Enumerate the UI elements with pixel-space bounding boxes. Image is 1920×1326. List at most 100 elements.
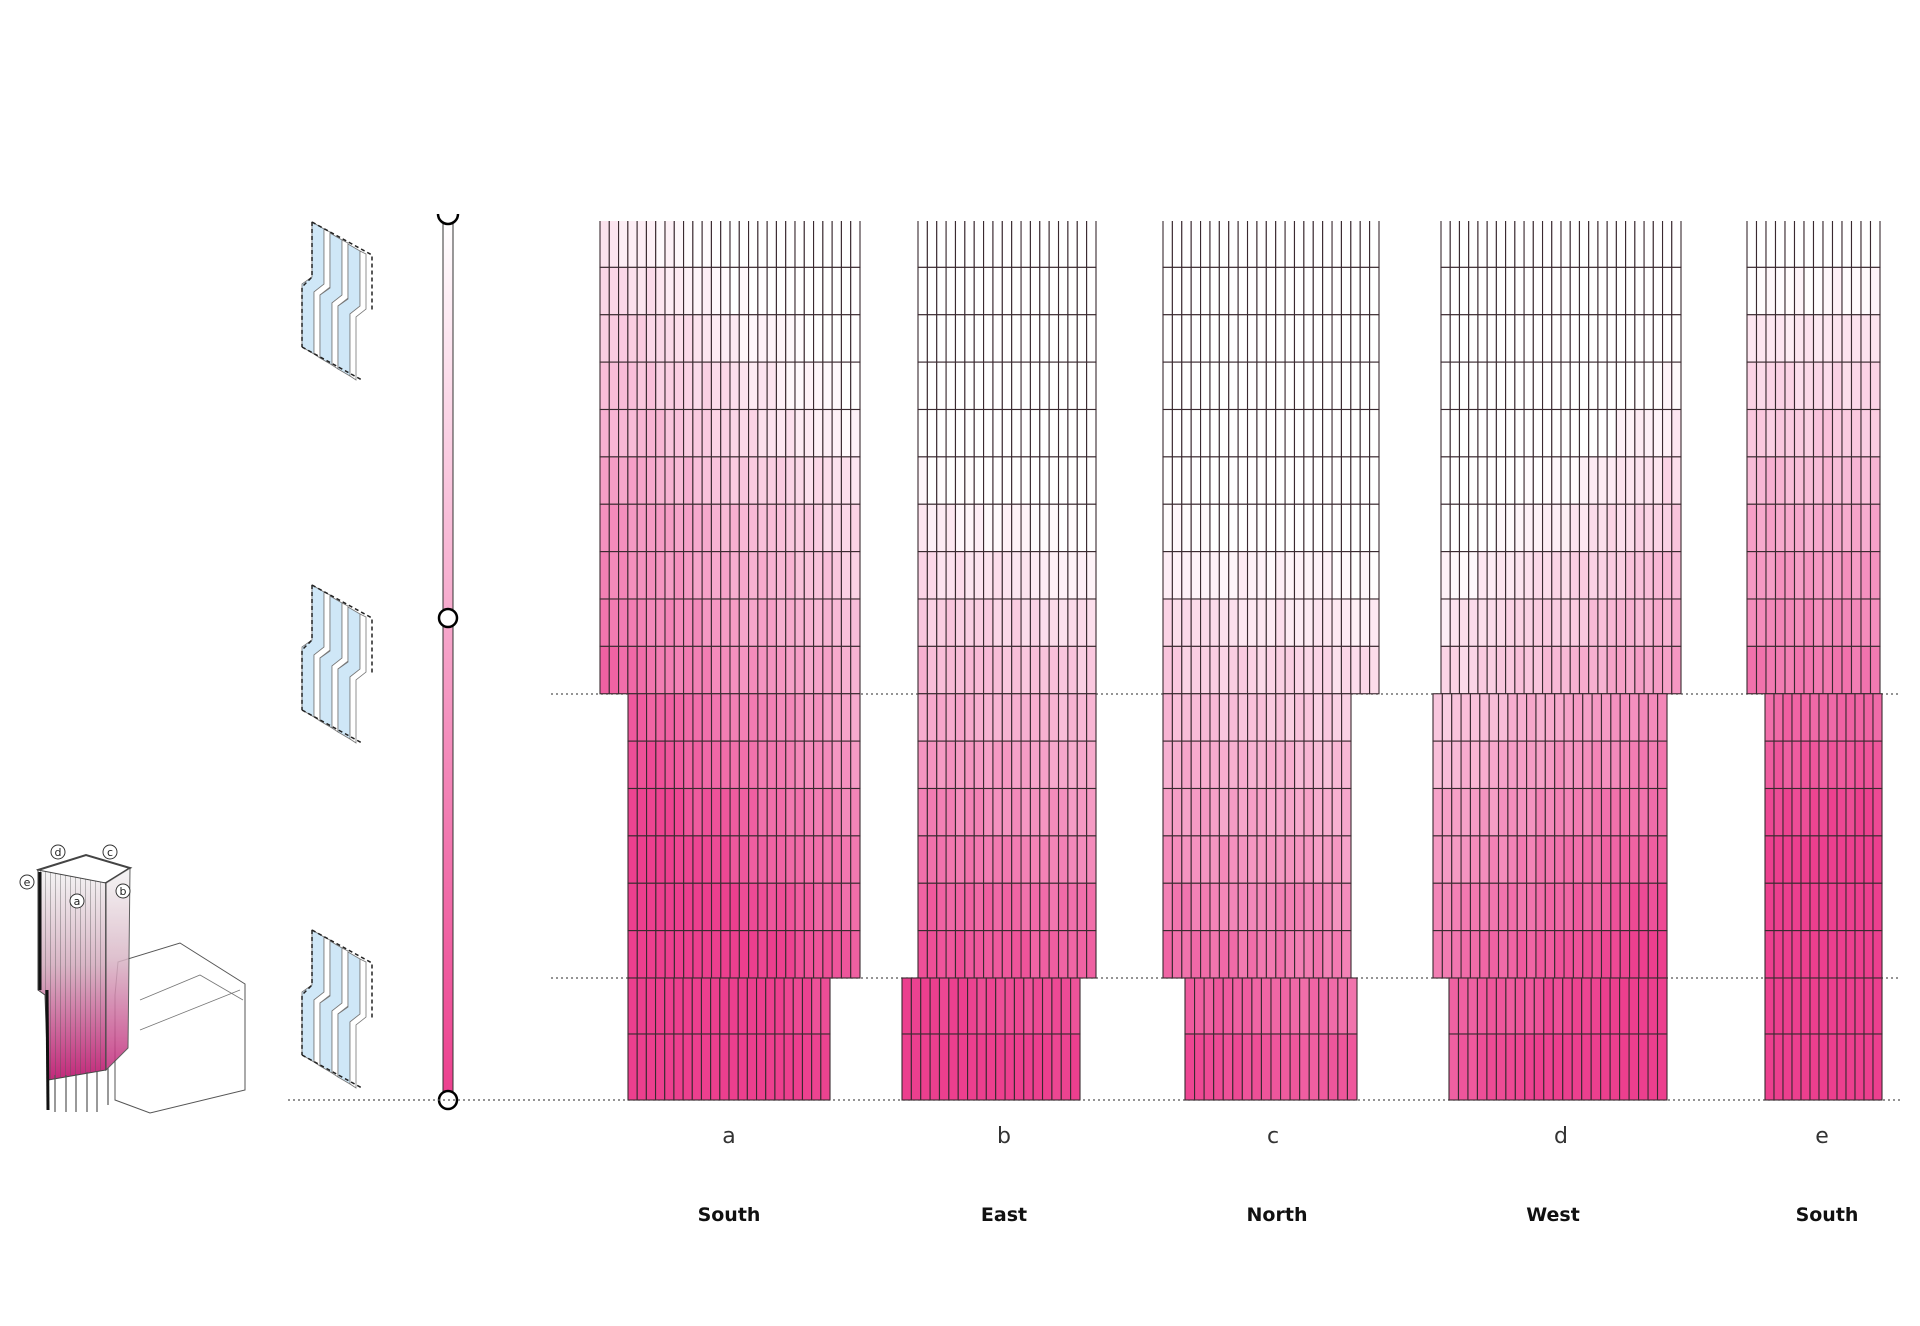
facade-tile [973,882,985,932]
facade-tile [1569,598,1581,647]
facade-tile [1449,361,1461,411]
facade-tile [1218,835,1230,884]
facade-tile [1200,693,1211,742]
facade-tile [1803,266,1815,316]
facade-tile [655,551,666,600]
facade-tile [794,551,805,600]
facade-tile [983,408,994,458]
facade-tile [1340,551,1352,600]
facade-tile [1572,740,1584,790]
facade-tile [1661,551,1673,600]
facade-tile [1588,219,1599,268]
facade-tile [1359,361,1371,411]
facade-tile [1293,551,1305,600]
facade-tile [664,598,675,647]
facade-tile [720,882,731,932]
facade-tile [1048,930,1060,979]
facade-tile [954,598,966,647]
facade-tile [1275,693,1286,742]
facade-tile [926,598,938,647]
facade-tile [1551,456,1562,505]
facade-tile [1209,930,1220,979]
facade-tile [1541,314,1553,363]
facade-tile [1569,266,1581,316]
facade-tile [1774,266,1786,316]
facade-tile [1086,740,1097,790]
facade-tile [757,503,768,553]
facade-tile [1581,977,1592,1035]
facade-tile [822,314,833,363]
facade-tile [973,503,985,553]
facade-tile [738,361,750,411]
facade-tile [1076,503,1088,553]
facade-tile [831,456,842,505]
facade-row [1746,645,1881,695]
facade-tile [1011,408,1022,458]
facade-tile [1615,314,1627,363]
facade-tile [1845,977,1856,1035]
facade-tile [1854,882,1865,932]
facade-tile [1544,787,1556,837]
facade-tile [992,503,1003,553]
facade-tile [1526,693,1537,742]
facade-tile [1057,503,1069,553]
facade-tile [1458,408,1470,458]
facade-tile [1209,787,1220,837]
facade-tile [618,314,629,363]
facade-tile [1171,693,1183,742]
facade-tile [1057,835,1069,884]
facade-row [1162,787,1352,837]
facade-tile [599,598,610,647]
facade-tile [1190,645,1202,695]
facade-tile [1067,408,1078,458]
facade-tile [1554,835,1565,884]
facade-tile [992,787,1003,837]
facade-tile [926,787,938,837]
facade-tile [1181,930,1192,979]
facade-tile [618,408,629,458]
facade-row [1432,835,1668,884]
facade-tile [646,787,657,837]
facade-tile [1039,456,1050,505]
facade-tile [1001,693,1013,742]
facade-tile [1312,598,1324,647]
facade-tile [1369,645,1380,695]
facade-tile [1440,408,1451,458]
facade-tile [831,787,842,837]
facade-tile [1551,598,1562,647]
facade-tile [618,503,629,553]
facade-tile [1039,503,1050,553]
facade-tile [1039,266,1050,316]
facade-tile [1514,503,1525,553]
facade-tile [1488,930,1500,979]
facade-tile [673,598,685,647]
facade-tile [1606,266,1617,316]
facade-tile [1460,882,1471,932]
facade-letter-c: c [1266,1124,1280,1149]
facade-tile [973,456,985,505]
facade-tile [1032,1033,1044,1101]
facade-tile [1591,693,1603,742]
annex-edge [139,974,244,1001]
facade-tile [1340,219,1352,268]
facade-tile [850,693,861,742]
facade-row [599,266,861,316]
facade-tile [1600,977,1611,1035]
facade-tile [1488,693,1500,742]
facade-tile [1303,219,1314,268]
facade-tile [1232,1033,1243,1101]
facade-tile [1486,219,1497,268]
facade-tile [1331,787,1343,837]
facade-row [599,645,861,695]
facade-tile [1293,266,1305,316]
facade-tile [1791,693,1802,742]
facade-tile [738,408,750,458]
facade-tile [627,1033,638,1101]
facade-tile [813,551,824,600]
facade-tile [1773,835,1784,884]
facade-tile [1615,503,1627,553]
facade-tile [1643,645,1654,695]
facade-tile [1457,1033,1469,1101]
facade-tile [1067,598,1078,647]
facade-tile [645,314,657,363]
